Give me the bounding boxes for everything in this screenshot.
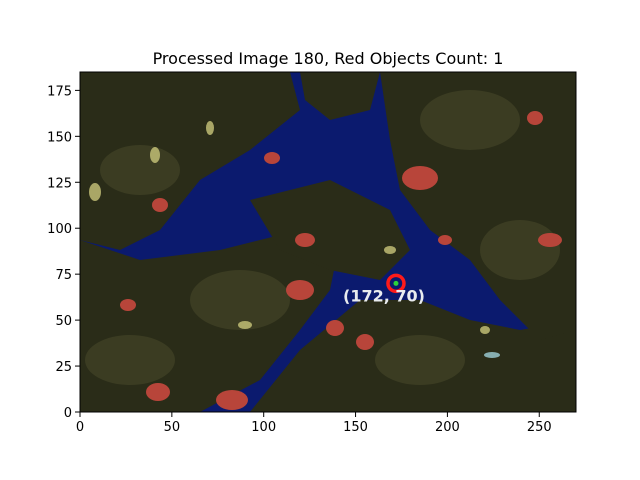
fruit xyxy=(402,166,438,190)
fruit xyxy=(120,299,136,311)
fruit xyxy=(264,152,280,164)
fruit xyxy=(286,280,314,300)
x-tick-label: 100 xyxy=(251,420,276,435)
x-tick-label: 0 xyxy=(76,420,84,435)
detection-coordinate-label: (172, 70) xyxy=(343,286,425,305)
fruit xyxy=(216,390,248,410)
leaf-highlights xyxy=(89,121,500,358)
fruit xyxy=(538,233,562,247)
foliage-light xyxy=(85,90,560,385)
fruit xyxy=(152,198,168,212)
y-tick-label: 25 xyxy=(55,360,72,375)
fruit-spots xyxy=(120,111,562,410)
x-axis: 0 50 100 150 200 250 xyxy=(76,412,552,435)
x-tick-label: 150 xyxy=(343,420,368,435)
y-axis: 0 25 50 75 100 125 150 175 xyxy=(47,84,80,421)
y-tick-label: 150 xyxy=(47,130,72,145)
y-tick-label: 50 xyxy=(55,314,72,329)
y-tick-label: 125 xyxy=(47,176,72,191)
fruit xyxy=(527,111,543,125)
y-tick-label: 75 xyxy=(55,268,72,283)
fruit xyxy=(295,233,315,247)
detection-overlay: (172, 70) xyxy=(343,273,425,305)
figure-title: Processed Image 180, Red Objects Count: … xyxy=(153,49,504,68)
fruit xyxy=(146,383,170,401)
detection-ring xyxy=(386,273,406,294)
image-panel xyxy=(79,71,577,413)
y-tick-label: 100 xyxy=(47,222,72,237)
fruit xyxy=(438,235,452,245)
x-tick-label: 200 xyxy=(435,420,460,435)
x-tick-label: 250 xyxy=(527,420,552,435)
fruit xyxy=(326,320,344,336)
processed-image xyxy=(80,72,576,412)
x-tick-label: 50 xyxy=(164,420,181,435)
axes-frame xyxy=(79,71,577,413)
y-tick-label: 0 xyxy=(64,406,72,421)
y-tick-label: 175 xyxy=(47,84,72,99)
detection-center xyxy=(393,280,399,286)
fruit xyxy=(356,334,374,350)
